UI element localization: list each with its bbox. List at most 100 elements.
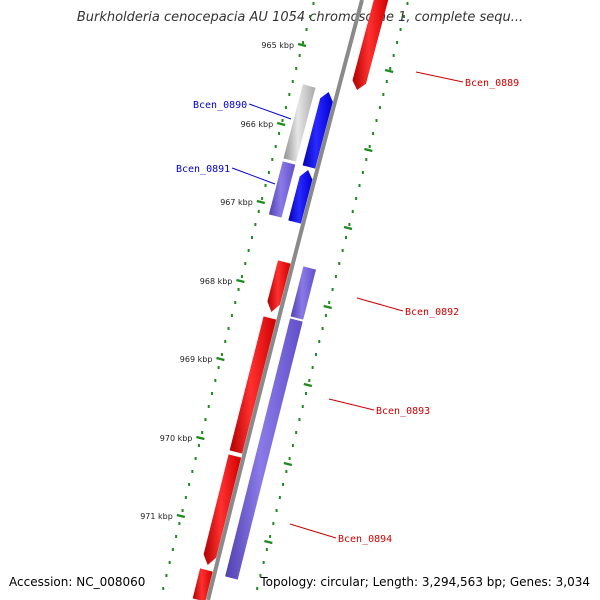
tick-dot [302,41,305,44]
tick-dot [295,67,298,70]
major-tick [323,304,332,310]
tick-dot [301,405,304,408]
tick-dot [244,262,247,265]
tick-dot [217,366,220,369]
tick-dot [165,574,168,577]
gene-features [192,0,389,600]
tick-dot [328,301,331,304]
gene-label[interactable]: Bcen_0893 [376,406,430,417]
gene-label-leader [328,398,375,411]
gene-label-leader [415,71,464,83]
major-tick [283,461,293,467]
tick-dot [344,236,347,239]
tick-dot [295,431,298,434]
tick-dot [201,431,204,434]
tick-dot [240,275,243,278]
gene-label[interactable]: Bcen_0889 [465,78,519,89]
tick-label: 969 kbp [180,355,213,364]
gene-label-leader [289,523,337,539]
tick-dot [261,197,264,200]
tick-dot [234,301,237,304]
tick-dot [224,340,227,343]
tick-dot [278,132,281,135]
position-ticks: 965 kbp 966 kbp 967 kbp 968 kbp 969 kbp 970 k… [140,41,394,545]
gene-arrow [229,316,277,454]
map-title: Burkholderia cenocepacia AU 1054 chromos… [76,10,524,25]
tick-dot [309,15,312,18]
tick-dot [368,145,371,148]
tick-label: 967 kbp [220,198,253,207]
tick-dot [334,275,337,278]
gene-arrow [302,92,333,169]
tick-dot [382,93,385,96]
tick-dot [262,561,265,564]
gene-label[interactable]: Bcen_0891 [176,164,230,175]
tick-dot [358,184,361,187]
tick-dot [267,171,270,174]
sequence-summary-text: Topology: circular; Length: 3,294,563 bp… [260,575,590,589]
tick-dot [338,262,341,265]
tick-dot [184,496,187,499]
gene-label-leader [232,167,276,185]
tick-dot [285,470,288,473]
tick-dot-tracks [162,2,409,590]
gene-label-leader [249,103,292,120]
tick-dot [250,236,253,239]
tick-dot [372,132,375,135]
tick-dot [254,223,257,226]
tick-dot [282,483,285,486]
gene-arrow [192,568,213,600]
tick-dot [308,379,311,382]
tick-dot [178,522,181,525]
tick-dot [392,54,395,57]
tick-dot [237,288,240,291]
tick-dot [375,119,378,122]
gene-label[interactable]: Bcen_0890 [193,100,247,111]
tick-dot [256,587,259,590]
tick-dot [274,145,277,148]
tick-dot [321,327,324,330]
major-tick [236,278,245,284]
gene-arrow [267,260,291,312]
tick-dot [378,106,381,109]
tick-label: 970 kbp [160,434,193,443]
gene-arrow [225,318,303,580]
tick-dot [312,2,315,5]
tick-dot [311,366,314,369]
tick-label: 971 kbp [140,512,173,521]
major-tick [256,199,266,205]
tick-dot [211,392,214,395]
tick-dot [259,574,262,577]
tick-dot [191,470,194,473]
gene-label[interactable]: Bcen_0892 [405,307,459,318]
tick-dot [171,548,174,551]
tick-dot [197,444,200,447]
tick-dot [355,197,358,200]
tick-dot [365,158,368,161]
gene-label[interactable]: Bcen_0894 [338,534,392,545]
tick-dot [298,418,301,421]
tick-dot [351,210,354,213]
chromosome-backbone [206,0,364,600]
gene-arrow [352,0,389,90]
tick-dot [348,223,351,226]
gene-arrow [288,170,313,224]
tick-dot [214,379,217,382]
tick-dot [278,496,281,499]
major-tick [364,147,373,153]
tick-dot [181,509,184,512]
gene-labels: Bcen_0889 Bcen_0890 Bcen_0891 Bcen_0892 Bcen… [176,71,519,545]
tick-dot [230,314,233,317]
tick-label: 966 kbp [241,120,274,129]
tick-dot [291,444,294,447]
accession-text: Accession: NC_008060 [9,575,146,589]
major-tick [303,382,313,388]
tick-dot [162,587,165,590]
gene-arrow [290,266,316,320]
tick-dot [288,93,291,96]
tick-dot [385,80,388,83]
tick-dot [341,249,344,252]
tick-dot [314,353,317,356]
tick-dot [406,2,409,5]
